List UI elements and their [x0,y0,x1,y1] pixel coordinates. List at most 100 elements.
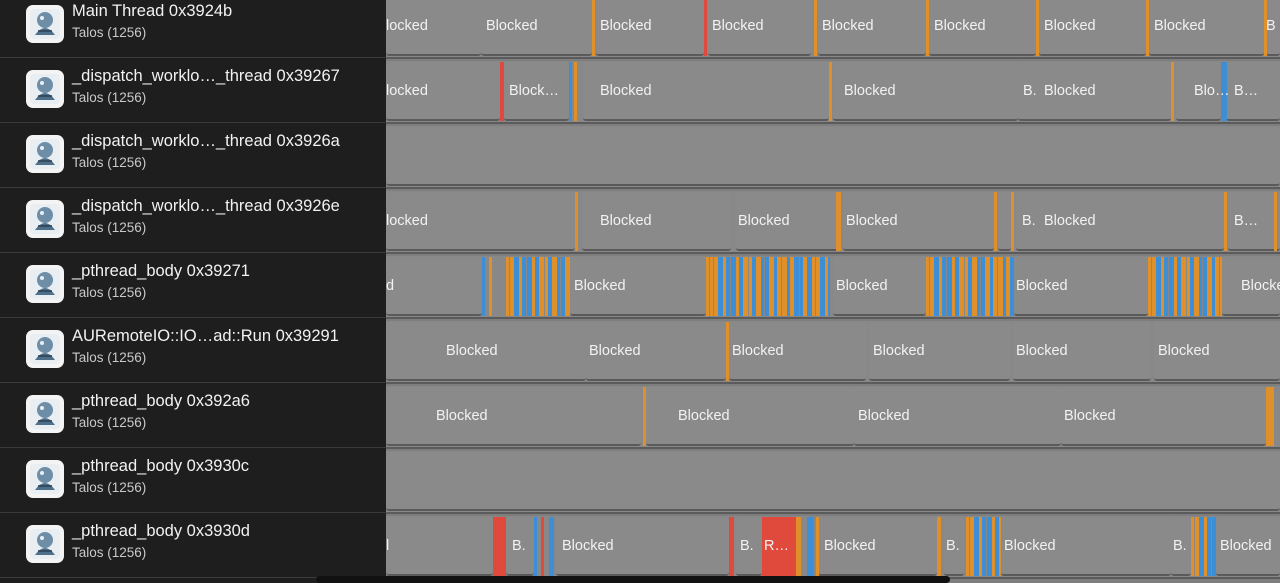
thread-row[interactable]: _dispatch_worklo…_thread 0x3926e Talos (… [0,189,386,253]
lane-separator [386,382,1280,384]
state-label: Blocked [1016,278,1068,294]
blocked-segment[interactable] [1222,257,1280,316]
blocked-segment[interactable] [386,127,1280,186]
blocked-segment[interactable] [854,387,1061,446]
thread-lane[interactable]: locked Blocked Blocked Blocked B. Blocked B… [386,189,1280,254]
thread-row[interactable]: AURemoteIO::IO…ad::Run 0x39291 Talos (12… [0,319,386,383]
blocked-segment[interactable] [386,192,575,251]
state-mark [736,257,739,316]
blocked-segment[interactable] [869,322,1010,381]
blocked-segment[interactable] [481,0,592,56]
thread-row[interactable]: _pthread_body 0x39271 Talos (1256) [0,254,386,318]
blocked-segment[interactable] [736,192,838,251]
lane-separator [386,187,1280,189]
blocked-segment[interactable] [729,322,866,381]
blocked-segment[interactable] [1013,322,1151,381]
state-mark [1274,192,1277,251]
blocked-segment[interactable] [818,0,926,56]
state-mark [743,257,748,316]
blocked-segment[interactable] [570,257,706,316]
horizontal-scroll-indicator[interactable] [316,576,950,583]
state-mark [782,257,787,316]
thread-state-timeline[interactable]: locked Blocked Blocked Blocked Blocked Blocke… [386,0,1280,583]
blocked-segment[interactable] [818,517,937,576]
blocked-segment[interactable] [596,0,704,56]
state-mark [993,257,997,316]
blocked-segment[interactable] [1228,192,1280,251]
state-mark [952,257,955,316]
thread-row[interactable]: _pthread_body 0x392a6 Talos (1256) [0,384,386,448]
blocked-segment[interactable] [583,62,829,121]
blocked-segment[interactable] [506,517,534,576]
state-label: Blocked [846,213,898,229]
blocked-segment[interactable] [1014,257,1148,316]
blocked-segment[interactable] [1016,192,1224,251]
blocked-segment[interactable] [1216,517,1280,576]
blocked-segment[interactable] [1001,517,1171,576]
thread-lane[interactable]: Blocked Blocked Blocked Blocked [386,384,1280,449]
blocked-segment[interactable] [386,387,641,446]
blocked-segment[interactable] [582,192,731,251]
blocked-segment[interactable] [833,62,1018,121]
thread-lane[interactable]: d Blocked Blocked Blocked Blocke [386,254,1280,319]
state-mark [994,192,997,251]
thread-lane[interactable]: Blocked Blocked Blocked Blocked Blocked Block… [386,319,1280,384]
blocked-segment[interactable] [1018,62,1171,121]
blocked-segment[interactable] [929,0,1036,56]
state-mark [965,257,968,316]
state-mark [807,257,812,316]
blocked-segment[interactable] [386,322,586,381]
blocked-segment[interactable] [833,257,926,316]
process-name: Talos (1256) [72,480,147,495]
state-label: d [386,278,395,294]
lane-separator [386,317,1280,319]
blocked-segment[interactable] [386,0,481,56]
process-name: Talos (1256) [72,25,147,40]
blocked-segment[interactable] [736,517,762,576]
thread-row[interactable]: _dispatch_worklo…_thread 0x39267 Talos (… [0,59,386,123]
state-label: Blocked [1016,343,1068,359]
thread-lane[interactable]: l B. Blocked B. R… Blocked B. Blocked B. Blocked [386,514,1280,579]
blocked-segment[interactable] [556,517,729,576]
thread-row[interactable]: _pthread_body 0x3930d Talos (1256) [0,514,386,578]
blocked-segment[interactable] [944,517,964,576]
thread-row[interactable]: _pthread_body 0x3930c Talos (1256) [0,449,386,513]
state-mark [934,257,939,316]
thread-row[interactable]: Main Thread 0x3924b Talos (1256) [0,0,386,58]
thread-lane[interactable] [386,449,1280,514]
thread-lane[interactable]: locked Blocked Blocked Blocked Blocked Blocke… [386,0,1280,59]
blocked-segment[interactable] [708,0,811,56]
blocked-segment[interactable] [1154,322,1280,381]
blocked-segment[interactable] [1176,62,1221,121]
app-icon [26,200,64,238]
state-label: B. [1173,538,1187,554]
blocked-segment[interactable] [843,192,994,251]
thread-lane[interactable]: locked Block… Blocked Blocked B. Blocked Blo… B… [386,59,1280,124]
state-mark [974,517,979,576]
blocked-segment[interactable] [386,517,493,576]
blocked-segment[interactable] [386,257,482,316]
state-mark [990,257,993,316]
state-mark [942,257,946,316]
blocked-segment[interactable] [1266,0,1280,56]
state-mark [749,257,752,316]
blocked-segment[interactable] [1226,62,1280,121]
thread-row[interactable]: _dispatch_worklo…_thread 0x3926a Talos (… [0,124,386,188]
blocked-segment[interactable] [386,452,1280,511]
blocked-segment[interactable] [386,62,500,121]
blocked-segment[interactable] [1171,517,1191,576]
blocked-segment[interactable] [646,387,854,446]
thread-lane[interactable] [386,124,1280,189]
blocked-segment[interactable] [1039,0,1146,56]
blocked-segment[interactable] [504,62,569,121]
blocked-segment[interactable] [998,192,1011,251]
state-label: B. [512,538,526,554]
blocked-segment[interactable] [1061,387,1266,446]
state-label: Blocked [600,18,652,34]
lane-separator [386,512,1280,514]
blocked-segment[interactable] [586,322,726,381]
state-mark [1156,257,1161,316]
state-label: Blo… [1194,83,1230,99]
state-mark [493,517,506,576]
blocked-segment[interactable] [1149,0,1264,56]
